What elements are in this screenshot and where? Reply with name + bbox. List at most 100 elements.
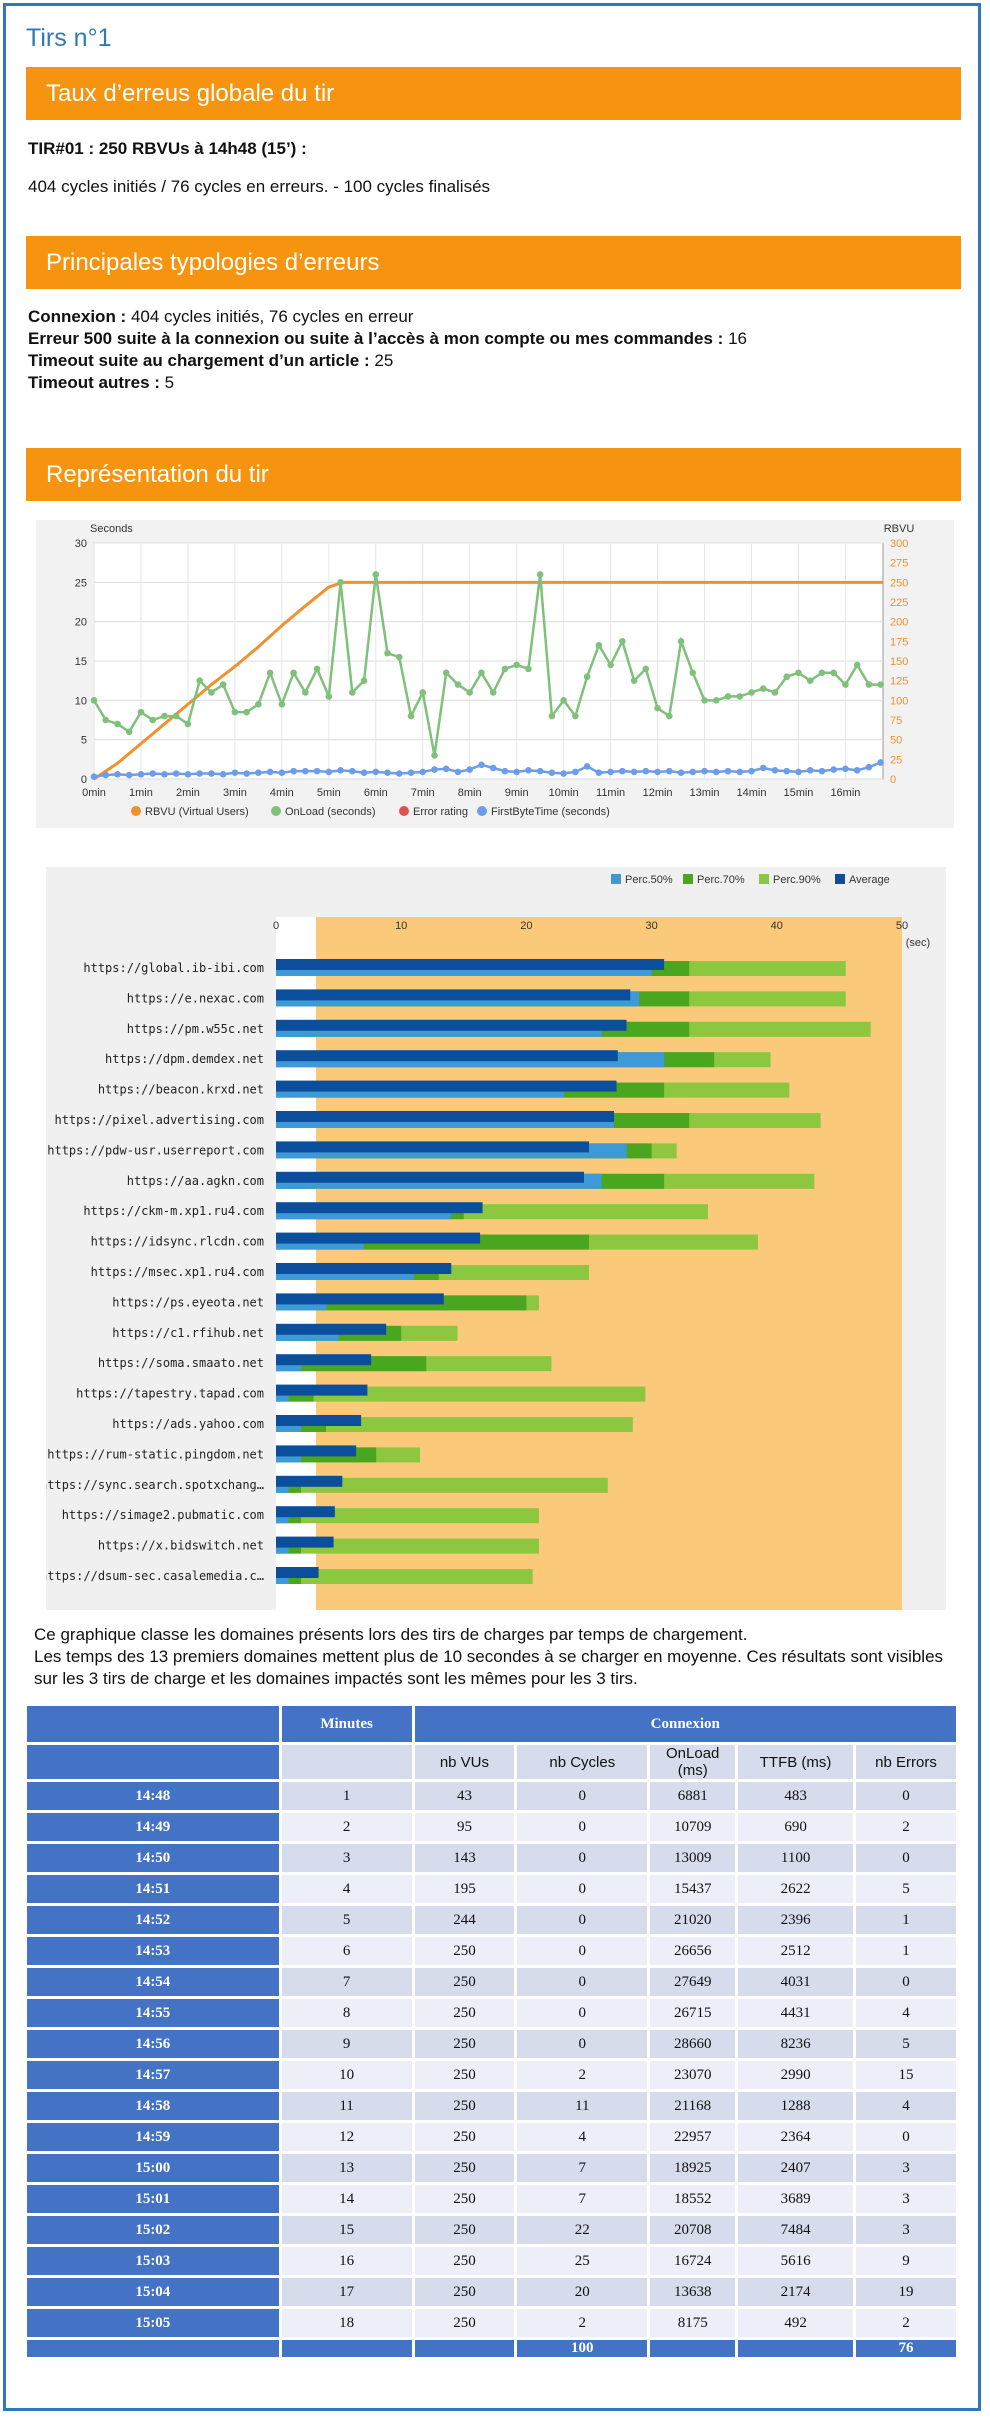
data-point	[795, 768, 802, 776]
bar-average	[276, 1263, 452, 1274]
data-point	[795, 669, 802, 677]
table-row: 15:00 13 250 7 18925 2407 3	[27, 2154, 956, 2182]
data-point	[759, 764, 767, 772]
category-label: https://c1.rfihub.net	[112, 1326, 264, 1340]
legend-marker	[271, 806, 281, 816]
data-point	[360, 769, 368, 777]
data-point	[583, 673, 591, 681]
y2-tick-label: 275	[890, 558, 908, 570]
table-cell: 3689	[738, 2185, 854, 2213]
data-point	[548, 769, 556, 777]
table-cell: 250	[414, 2154, 515, 2182]
category-label: https://sync.search.spotxchang…	[46, 1478, 264, 1492]
table-cell: 2	[517, 2309, 648, 2337]
legend-label: OnLoad (seconds)	[285, 806, 376, 818]
bar-perc90	[276, 1386, 646, 1402]
data-point	[654, 704, 661, 712]
category-label: https://ps.eyeota.net	[112, 1295, 264, 1309]
data-point	[818, 767, 826, 775]
data-point	[313, 665, 321, 673]
table-row: 14:51 4 195 0 15437 2622 5	[27, 1875, 956, 1903]
data-point	[90, 697, 98, 704]
data-point	[208, 689, 215, 696]
data-point	[701, 697, 708, 704]
table-cell: 2364	[738, 2123, 854, 2151]
table-cell: 7	[517, 2154, 648, 2182]
data-point	[243, 770, 250, 777]
data-point	[877, 759, 884, 766]
error-value: 5	[159, 373, 175, 392]
table-cell: 22957	[650, 2123, 736, 2151]
data-point	[325, 693, 333, 700]
table-cell: 18552	[650, 2185, 736, 2213]
table-cell: 2622	[738, 1875, 854, 1903]
table-cell: 2396	[738, 1906, 854, 1934]
category-label: https://dpm.demdex.net	[105, 1052, 264, 1066]
data-point	[384, 649, 391, 657]
row-time-cell: 14:57	[27, 2061, 279, 2089]
data-point	[407, 712, 415, 720]
error-item-timeout-other: Timeout autres : 5	[28, 372, 747, 394]
data-point	[184, 770, 192, 778]
y2-tick-label: 225	[890, 597, 908, 609]
data-point	[724, 767, 732, 775]
data-point	[630, 768, 638, 776]
legend-label: Error rating	[413, 806, 468, 818]
y2-tick-label: 150	[890, 656, 908, 668]
table-cell: 0	[856, 1782, 956, 1810]
table-cell: 2	[856, 1813, 956, 1841]
table-cell: 250	[414, 2061, 515, 2089]
category-label: https://rum-static.pingdom.net	[47, 1447, 264, 1461]
error-item-timeout-article: Timeout suite au chargement d’un article…	[28, 350, 747, 372]
data-point	[806, 677, 814, 684]
x-tick-label: 6min	[364, 787, 388, 799]
data-point	[630, 677, 638, 684]
table-cell: 3	[281, 1844, 412, 1872]
row-time-cell: 15:03	[27, 2247, 279, 2275]
data-point	[419, 689, 427, 696]
data-point	[677, 638, 685, 645]
row-time-cell: 14:51	[27, 1875, 279, 1903]
data-point	[466, 689, 474, 696]
table-cell: 19	[856, 2278, 956, 2306]
row-time-cell: 14:49	[27, 1813, 279, 1841]
bar-perc90	[276, 1538, 539, 1554]
table-cell: 250	[414, 2278, 515, 2306]
table-cell: 9	[281, 2030, 412, 2058]
page-title: Tirs n°1	[26, 24, 112, 52]
table-subheader-nb-cycles: nb Cycles	[517, 1745, 648, 1779]
data-point	[654, 768, 661, 776]
table-cell: 14	[281, 2185, 412, 2213]
data-point	[701, 767, 708, 775]
y2-tick-label: 175	[890, 636, 908, 648]
data-point	[548, 712, 556, 720]
data-point	[302, 767, 309, 775]
category-label: https://dsum-sec.casalemedia.c…	[46, 1569, 264, 1583]
table-cell: 250	[414, 2185, 515, 2213]
data-point	[560, 697, 567, 704]
y-tick-label: 10	[75, 695, 87, 707]
table-cell: 250	[414, 2216, 515, 2244]
data-point	[196, 677, 203, 684]
data-point	[712, 697, 720, 704]
table-cell: 4431	[738, 1999, 854, 2027]
total-cell: 76	[856, 2340, 956, 2357]
data-point	[419, 768, 427, 776]
data-point	[196, 770, 203, 777]
table-cell: 2	[517, 2061, 648, 2089]
table-row: 15:02 15 250 22 20708 7484 3	[27, 2216, 956, 2244]
data-point	[208, 770, 215, 777]
bar-average	[276, 1293, 444, 1305]
total-empty-cell	[650, 2340, 736, 2357]
table-cell: 0	[517, 1906, 648, 1934]
total-empty-cell	[27, 2340, 279, 2357]
y2-tick-label: 25	[890, 754, 902, 766]
data-point	[736, 768, 744, 776]
data-point	[666, 767, 673, 775]
legend-label: Average	[849, 874, 890, 886]
error-list: Connexion : 404 cycles initiés, 76 cycle…	[28, 306, 747, 394]
table-row: 14:49 2 95 0 10709 690 2	[27, 1813, 956, 1841]
table-cell: 4	[517, 2123, 648, 2151]
table-cell: 21168	[650, 2092, 736, 2120]
table-cell: 492	[738, 2309, 854, 2337]
